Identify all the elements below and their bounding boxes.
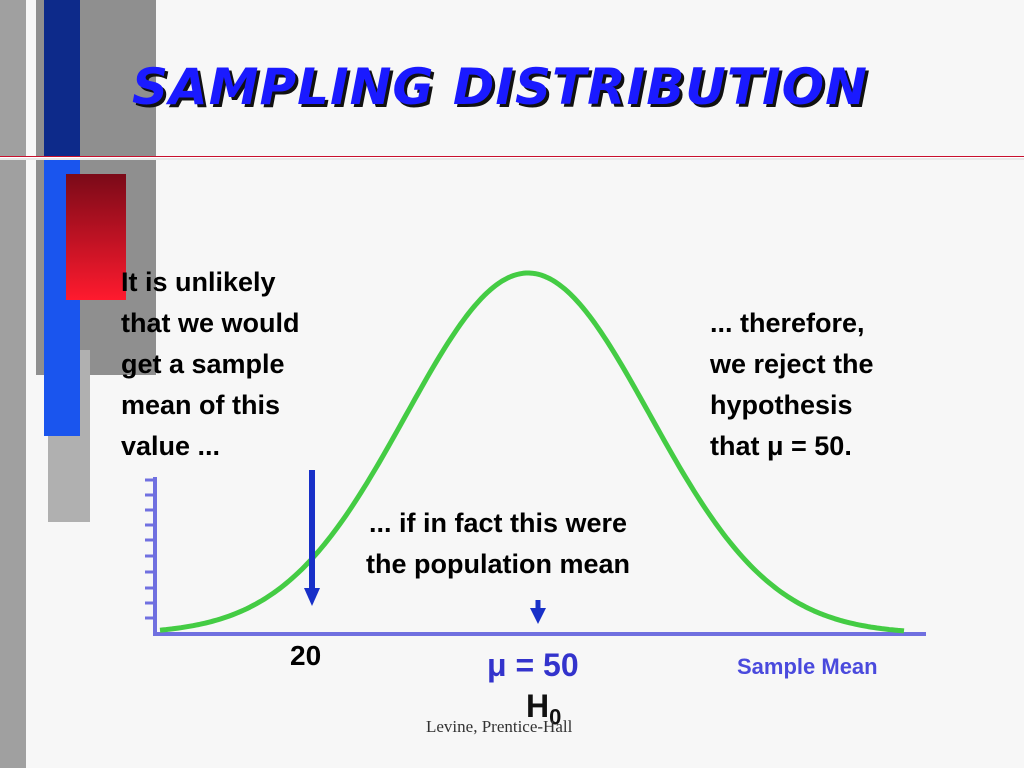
decor-bar-dark-gray xyxy=(0,0,26,768)
hypothesis-label: H0 xyxy=(526,688,561,730)
decor-bar-navy xyxy=(44,0,80,160)
hypothesis-letter: H xyxy=(526,688,550,724)
callout-unlikely: It is unlikely that we would get a sampl… xyxy=(121,267,300,461)
arrow-at-mean xyxy=(530,600,546,624)
callout-population-mean: ... if in fact this were the population … xyxy=(366,508,631,579)
tick-label-20: 20 xyxy=(290,640,322,671)
decor-bar-red xyxy=(66,174,126,300)
slide-title: SAMPLING DISTRIBUTION xyxy=(132,58,868,116)
mean-label: μ = 50 xyxy=(487,647,579,683)
hypothesis-subscript: 0 xyxy=(549,704,562,730)
arrow-at-20 xyxy=(304,470,320,606)
callout-reject: ... therefore, we reject the hypothesis … xyxy=(710,308,874,461)
footer-credit: Levine, Prentice-Hall xyxy=(426,717,573,736)
title-underline xyxy=(0,156,1024,160)
x-axis-label: Sample Mean xyxy=(737,654,878,679)
y-axis xyxy=(145,477,157,634)
normal-curve xyxy=(159,270,905,634)
